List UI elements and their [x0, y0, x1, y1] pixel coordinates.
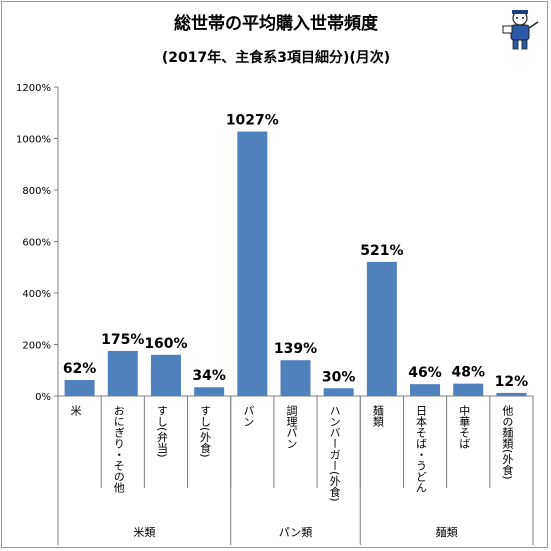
x-tick-label: パン	[242, 405, 255, 427]
data-label: 48%	[451, 365, 485, 381]
mascot-character-icon	[502, 10, 539, 50]
data-labels: 62%175% 160% 34% 1027% 139% 30% 521% 46% 48% 12%	[63, 113, 528, 390]
data-label: 46%	[408, 365, 442, 381]
x-tick-label: すし(外食)	[199, 405, 212, 458]
bar	[366, 261, 397, 396]
y-tick-label: 1000%	[16, 135, 51, 146]
x-tick-label: おにぎり・その他	[112, 405, 125, 493]
y-tick-label: 400%	[22, 289, 51, 300]
x-axis-labels: 米 おにぎり・その他 すし(弁当) すし(外食) パン 調理パン ハンバーガー(外食) 麺類 日…	[69, 396, 534, 502]
bar	[280, 360, 311, 396]
x-tick-label: 調理パン	[285, 404, 298, 449]
x-tick-label: ハンバーガー(外食)	[328, 405, 341, 502]
bar	[410, 384, 441, 396]
y-tick-label: 0%	[35, 392, 51, 403]
y-tick-label: 200%	[22, 341, 51, 352]
data-label: 521%	[360, 243, 403, 259]
data-label: 30%	[322, 369, 356, 385]
bar	[453, 383, 484, 396]
x-tick-label: 中華そば	[458, 405, 471, 449]
chart-subtitle: (2017年、主食系3項目細分)(月次)	[162, 49, 390, 66]
bars	[64, 131, 527, 397]
bar	[237, 131, 268, 397]
y-tick-label: 1200%	[16, 83, 51, 94]
bar	[150, 354, 181, 396]
x-tick-label: 麺類	[371, 405, 384, 428]
axes	[57, 87, 533, 545]
data-label: 175%	[101, 332, 144, 348]
group-label: 米類	[133, 526, 155, 539]
data-label: 62%	[63, 361, 97, 377]
x-tick-label: 他の麺類(外食)	[501, 405, 514, 480]
group-label: パン類	[279, 526, 313, 539]
chart-title: 総世帯の平均購入世帯頻度	[174, 13, 379, 34]
x-tick-label: 日本そば・うどん	[415, 405, 428, 493]
bar	[194, 387, 225, 396]
data-label: 160%	[144, 336, 187, 352]
data-label: 139%	[274, 341, 317, 357]
bar	[64, 380, 95, 396]
data-label: 12%	[495, 374, 529, 390]
bar	[107, 350, 138, 396]
data-label: 1027%	[226, 113, 279, 129]
group-label: 麺類	[436, 526, 458, 539]
y-tick-label: 600%	[22, 238, 51, 249]
x-tick-label: すし(弁当)	[155, 405, 168, 458]
data-label: 34%	[192, 368, 226, 384]
x-tick-label: 米	[69, 405, 82, 417]
group-labels: 米類 パン類 麺類	[133, 396, 534, 545]
y-tick-label: 800%	[22, 186, 51, 197]
bar	[323, 388, 354, 396]
y-axis-ticks: 0% 200% 400% 600% 800% 1000% 1200%	[16, 83, 58, 403]
bar	[496, 392, 527, 396]
